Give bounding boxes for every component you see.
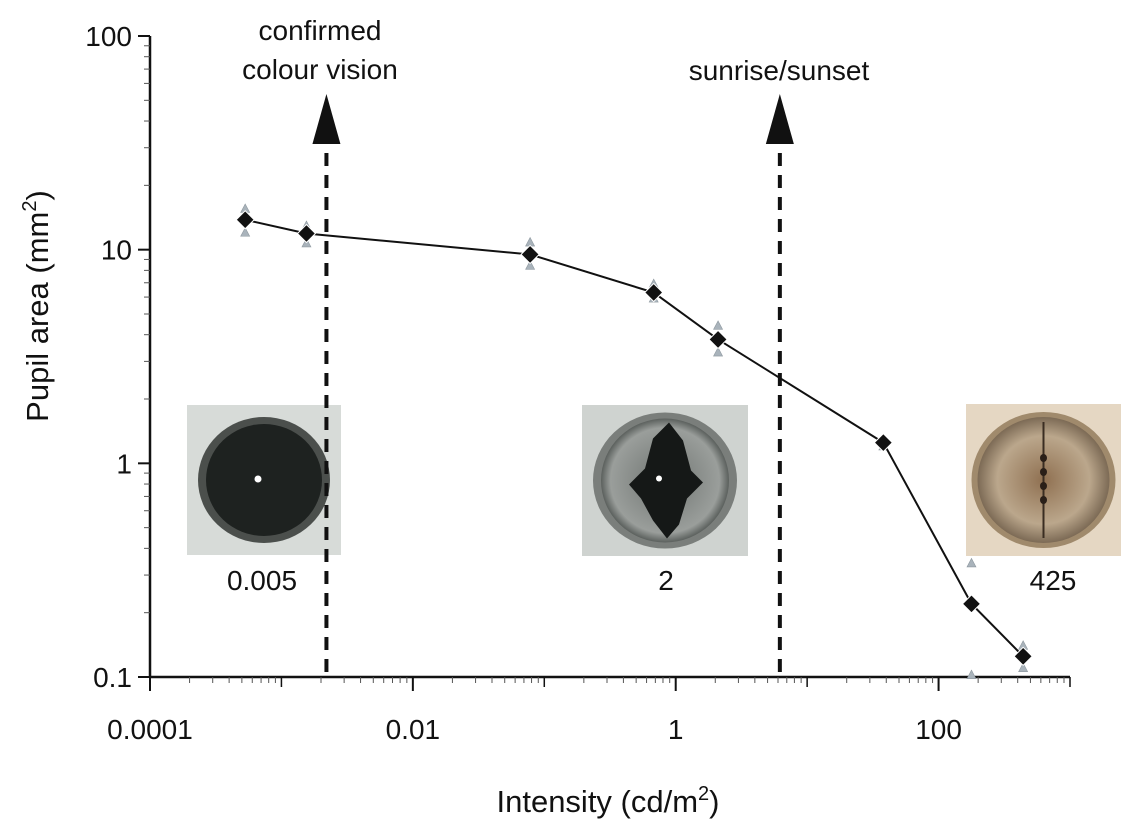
annotation-label: sunrise/sunset <box>689 55 870 86</box>
mean-diamond-point <box>296 223 317 244</box>
annotation-label: colour vision <box>242 54 398 85</box>
axes-group: 0.1 1 10 100 0.0001 0.01 1 100 <box>85 21 1071 745</box>
pupil-pinhole <box>1040 482 1047 490</box>
replicate-triangle-point <box>713 346 724 357</box>
x-tick-label: 1 <box>668 714 684 745</box>
annotations-group: confirmed colour vision sunrise/sunset <box>242 15 869 672</box>
x-tick-label: 0.01 <box>386 714 441 745</box>
pupil-pinhole <box>1040 468 1047 476</box>
mean-diamond-point <box>708 329 728 350</box>
inset-3: 425 <box>966 404 1121 596</box>
replicate-triangle-point <box>525 260 536 270</box>
y-tick-label: 1 <box>116 448 132 479</box>
y-tick-label: 10 <box>101 235 132 266</box>
replicate-triangle-point <box>1018 662 1029 672</box>
replicate-triangle-point <box>966 669 977 679</box>
mean-diamond-point <box>520 244 540 265</box>
x-axis-title: Intensity (cd/m2) <box>496 783 719 819</box>
pupil <box>206 424 322 536</box>
y-tick-label: 100 <box>85 21 132 52</box>
slit-pupil <box>629 422 703 539</box>
eye-highlight <box>656 475 662 482</box>
replicate-triangle-point <box>966 557 977 568</box>
y-tick-label: 0.1 <box>93 662 132 693</box>
inset-1: 0.005 <box>187 405 341 596</box>
pupil-pinhole <box>1040 496 1047 504</box>
pupil-pinhole <box>1040 454 1047 462</box>
arrow-head <box>765 94 794 144</box>
arrow-head <box>312 94 341 144</box>
annotation-1: confirmed colour vision <box>242 15 398 672</box>
x-tick-label: 100 <box>915 714 962 745</box>
inset-label: 425 <box>1030 565 1077 596</box>
inset-label: 2 <box>658 565 674 596</box>
mean-diamond-point <box>235 210 255 230</box>
inset-label: 0.005 <box>227 565 297 596</box>
mean-diamond-point <box>873 432 894 453</box>
annotation-label: confirmed <box>259 15 382 46</box>
x-tick-label: 0.0001 <box>107 714 193 745</box>
mean-diamond-point <box>961 594 982 614</box>
annotation-2: sunrise/sunset <box>689 55 870 672</box>
eye-highlight <box>254 475 262 483</box>
series-group <box>235 203 1033 679</box>
inset-2: 2 <box>582 405 748 596</box>
mean-series-line <box>244 218 1024 657</box>
mean-diamond-point <box>643 282 664 303</box>
replicate-triangle-point <box>240 227 251 237</box>
inset-images: 0.005 2 425 <box>187 404 1121 596</box>
y-axis-title: Pupil area (mm2) <box>19 190 55 422</box>
mean-diamond-point <box>1013 646 1033 667</box>
replicate-triangle-point <box>713 320 724 330</box>
